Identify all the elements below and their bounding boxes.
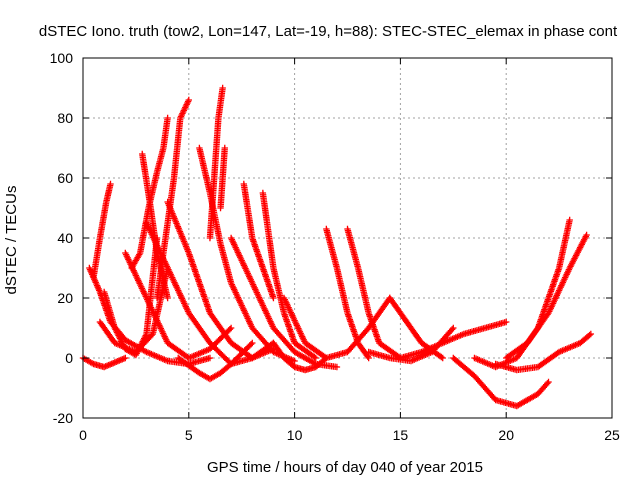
series-10 xyxy=(153,96,192,302)
data-point xyxy=(545,378,552,386)
series-13 xyxy=(196,144,298,365)
x-tick-label: 5 xyxy=(185,427,193,443)
series-7 xyxy=(128,114,171,272)
series-3 xyxy=(90,180,114,281)
data-point xyxy=(249,339,256,347)
data-point xyxy=(503,318,510,326)
data-point xyxy=(312,354,319,362)
data-point xyxy=(566,216,573,224)
data-point xyxy=(226,326,234,333)
grid-lines xyxy=(83,58,612,418)
data-point xyxy=(107,180,114,188)
data-point xyxy=(122,354,129,362)
series-24 xyxy=(386,294,446,362)
chart-title: dSTEC Iono. truth (tow2, Lon=147, Lat=-1… xyxy=(39,23,618,40)
data-point xyxy=(164,114,171,122)
data-point xyxy=(583,231,590,239)
series-25 xyxy=(397,318,510,362)
data-point xyxy=(448,326,456,333)
y-axis-label: dSTEC / TECUs xyxy=(3,186,20,295)
data-point xyxy=(164,294,171,302)
data-point xyxy=(544,380,551,387)
series-18 xyxy=(259,189,319,362)
data-point xyxy=(439,354,446,362)
y-tick-label: 60 xyxy=(57,170,73,186)
x-axis-label: GPS time / hours of day 040 of year 2015 xyxy=(207,459,483,476)
series-28 xyxy=(492,330,595,374)
y-tick-label: 20 xyxy=(57,290,73,306)
data-point xyxy=(247,341,255,348)
data-point xyxy=(291,357,298,365)
y-tick-label: 40 xyxy=(57,230,73,246)
data-point xyxy=(270,294,277,302)
data-point xyxy=(587,330,595,338)
data-point xyxy=(221,144,228,152)
data-layer xyxy=(79,84,595,410)
series-21 xyxy=(323,225,372,362)
data-point xyxy=(206,354,214,362)
series-12 xyxy=(175,339,256,383)
series-17 xyxy=(240,180,277,302)
data-point xyxy=(333,363,341,371)
data-point xyxy=(438,353,445,361)
data-point xyxy=(311,353,318,361)
y-tick-label: 80 xyxy=(57,110,73,126)
x-tick-label: 20 xyxy=(498,427,514,443)
series-15 xyxy=(217,144,228,212)
series-16 xyxy=(227,234,341,371)
series-6 xyxy=(122,249,235,362)
data-point xyxy=(219,84,226,92)
data-point xyxy=(450,324,457,332)
y-tick-label: 100 xyxy=(50,50,74,66)
data-point xyxy=(365,354,372,362)
data-point xyxy=(227,324,235,332)
x-tick-label: 0 xyxy=(79,427,87,443)
y-tick-label: -20 xyxy=(53,410,73,426)
series-22 xyxy=(344,225,404,362)
data-point xyxy=(586,331,593,339)
x-tick-label: 25 xyxy=(604,427,620,443)
series-11 xyxy=(164,198,277,362)
tick-labels: 0 5 10 15 20 25 -20 0 20 40 60 80 100 xyxy=(50,50,620,443)
x-tick-label: 15 xyxy=(393,427,409,443)
series-14 xyxy=(206,84,226,242)
x-tick-label: 10 xyxy=(287,427,303,443)
data-point xyxy=(185,96,192,104)
series-1 xyxy=(79,354,129,371)
y-tick-label: 0 xyxy=(65,350,73,366)
tick-marks xyxy=(82,57,613,419)
series-29 xyxy=(503,231,590,362)
data-point xyxy=(364,353,371,360)
series-26 xyxy=(450,354,552,410)
